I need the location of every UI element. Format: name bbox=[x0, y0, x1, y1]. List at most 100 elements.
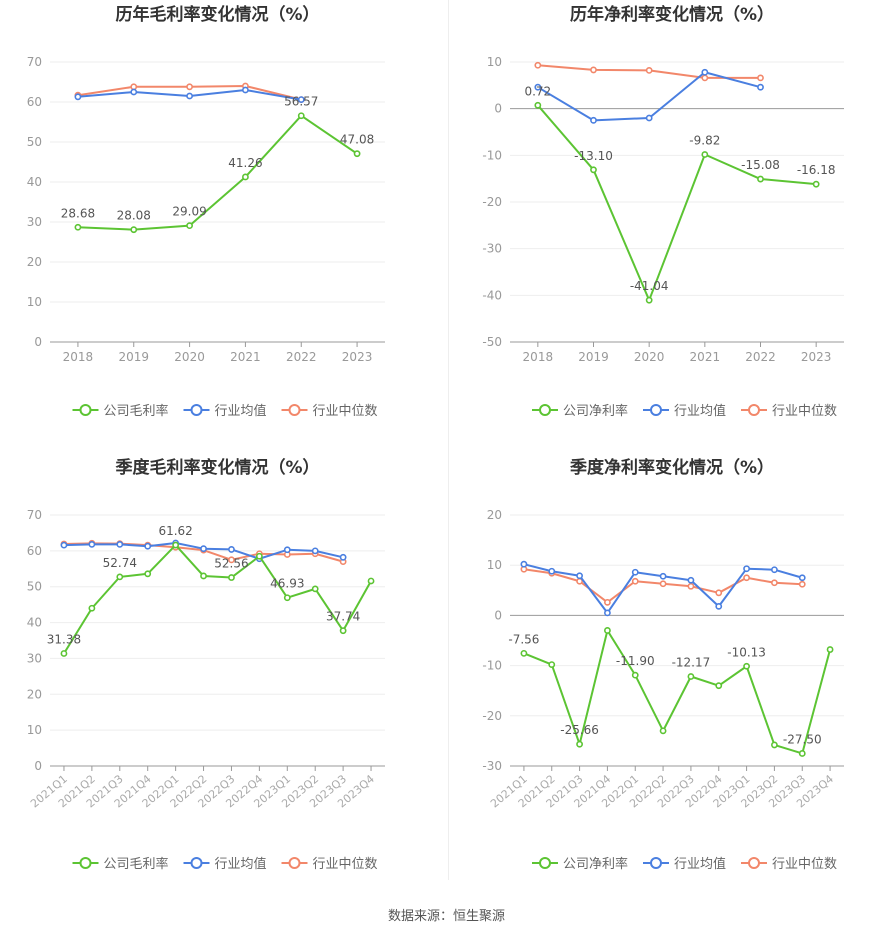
legend-item: 行业均值 bbox=[183, 403, 267, 419]
chart-title: 季度净利率变化情况（%） bbox=[570, 457, 774, 478]
legend-marker bbox=[288, 857, 301, 869]
legend-label: 行业均值 bbox=[674, 856, 726, 872]
data-source-footer: 数据来源：恒生聚源 bbox=[387, 909, 505, 924]
legend-label: 行业中位数 bbox=[313, 404, 378, 419]
x-tick-label: 2021 bbox=[690, 350, 721, 364]
median-data-point bbox=[604, 598, 611, 606]
x-tick-label: 2020 bbox=[174, 350, 205, 364]
company-data-label: -12.17 bbox=[672, 655, 711, 669]
legend-label: 行业均值 bbox=[215, 403, 267, 419]
avg-data-point bbox=[757, 83, 764, 91]
y-tick-label: -10 bbox=[482, 659, 502, 673]
y-tick-label: 50 bbox=[27, 580, 42, 594]
company-data-point bbox=[200, 572, 207, 580]
legend-label: 公司净利率 bbox=[563, 856, 628, 872]
company-data-label: -9.82 bbox=[689, 133, 720, 147]
company-series-line bbox=[537, 104, 817, 302]
y-tick-label: 0 bbox=[34, 335, 42, 349]
x-tick-label: 2018 bbox=[523, 350, 554, 364]
median-data-point bbox=[687, 582, 695, 590]
avg-series-line bbox=[523, 563, 803, 614]
company-data-label: -25.66 bbox=[560, 723, 599, 737]
legend-marker bbox=[190, 404, 203, 416]
y-tick-label: 20 bbox=[27, 687, 42, 701]
median-data-point bbox=[798, 580, 806, 588]
company-data-point bbox=[283, 594, 291, 602]
avg-data-point bbox=[311, 547, 319, 555]
company-data-point bbox=[826, 646, 834, 653]
legend-label: 行业均值 bbox=[215, 856, 267, 872]
company-data-label: 61.62 bbox=[158, 524, 192, 538]
avg-data-point bbox=[520, 560, 528, 568]
company-series-line bbox=[77, 114, 358, 231]
panel-divider bbox=[448, 0, 449, 880]
x-tick-label: 2023 bbox=[801, 350, 832, 364]
avg-data-point bbox=[548, 567, 556, 575]
avg-data-point bbox=[200, 545, 207, 553]
legend-item: 行业中位数 bbox=[281, 857, 378, 872]
median-data-point bbox=[771, 579, 778, 587]
company-data-label: 41.26 bbox=[228, 156, 262, 170]
avg-data-point bbox=[228, 546, 235, 553]
company-data-point bbox=[297, 112, 305, 120]
legend-item: 公司毛利率 bbox=[72, 403, 169, 419]
median-data-point bbox=[715, 589, 723, 597]
y-tick-label: 10 bbox=[27, 295, 42, 309]
legend-item: 公司净利率 bbox=[532, 856, 628, 872]
x-tick-label: 2023 bbox=[342, 350, 373, 364]
legend-marker bbox=[650, 857, 662, 869]
y-tick-label: 30 bbox=[27, 651, 42, 665]
company-data-point bbox=[60, 650, 68, 657]
avg-data-point bbox=[687, 576, 695, 584]
legend-item: 公司净利率 bbox=[532, 403, 628, 419]
company-data-label: 52.56 bbox=[214, 557, 248, 571]
y-tick-label: 40 bbox=[27, 616, 42, 630]
company-data-point bbox=[812, 180, 820, 188]
company-data-label: -15.08 bbox=[741, 158, 780, 172]
chart-panel-3: 季度毛利率变化情况（%）0102030405060702021Q12021Q22… bbox=[27, 457, 385, 872]
median-data-point bbox=[228, 556, 235, 564]
avg-data-point bbox=[297, 96, 305, 103]
median-data-point bbox=[659, 580, 667, 588]
median-data-point bbox=[701, 74, 709, 82]
company-data-label: -7.56 bbox=[508, 632, 539, 646]
median-data-point bbox=[757, 74, 764, 82]
company-data-label: -13.10 bbox=[574, 149, 613, 163]
legend-marker bbox=[748, 857, 760, 869]
avg-data-point bbox=[771, 566, 778, 574]
company-data-point bbox=[631, 671, 639, 679]
y-tick-label: 70 bbox=[27, 55, 42, 69]
chart-panel-1: 历年毛利率变化情况（%） 0 10 20 30 40 50 60 70 2018 2019 2020 2… bbox=[27, 4, 385, 419]
y-tick-label: 70 bbox=[27, 508, 42, 522]
avg-data-point bbox=[590, 116, 597, 124]
y-tick-label: -10 bbox=[482, 148, 502, 162]
legend-label: 行业均值 bbox=[674, 403, 726, 419]
y-tick-label: -30 bbox=[482, 759, 502, 773]
company-data-point bbox=[743, 662, 750, 670]
company-data-label: 31.38 bbox=[47, 632, 81, 646]
y-tick-label: 60 bbox=[27, 544, 42, 558]
avg-data-point bbox=[701, 68, 709, 76]
company-data-point bbox=[771, 741, 778, 749]
legend-marker bbox=[539, 404, 551, 416]
legend-item: 行业均值 bbox=[183, 856, 267, 872]
company-series-line bbox=[63, 544, 372, 655]
legend-label: 公司毛利率 bbox=[104, 856, 169, 872]
y-tick-label: 20 bbox=[487, 508, 502, 522]
company-data-point bbox=[74, 223, 82, 231]
company-data-label: 28.68 bbox=[61, 206, 95, 220]
legend-item: 行业均值 bbox=[643, 856, 726, 872]
median-data-point bbox=[743, 574, 750, 582]
avg-data-point bbox=[798, 574, 806, 582]
chart-panel-2: 历年净利率变化情况（%） -50 -40 -30 -20 -10 0 10 2018 2019 20… bbox=[482, 4, 844, 419]
legend-item: 行业均值 bbox=[643, 403, 726, 419]
avg-data-point bbox=[339, 553, 347, 561]
company-data-point bbox=[659, 727, 667, 735]
y-tick-label: 60 bbox=[27, 95, 42, 109]
avg-data-point bbox=[743, 565, 750, 573]
x-tick-label: 2021 bbox=[230, 350, 261, 364]
y-tick-label: 0 bbox=[494, 608, 502, 622]
chart-title: 季度毛利率变化情况（%） bbox=[115, 457, 319, 478]
legend-marker bbox=[539, 857, 551, 869]
